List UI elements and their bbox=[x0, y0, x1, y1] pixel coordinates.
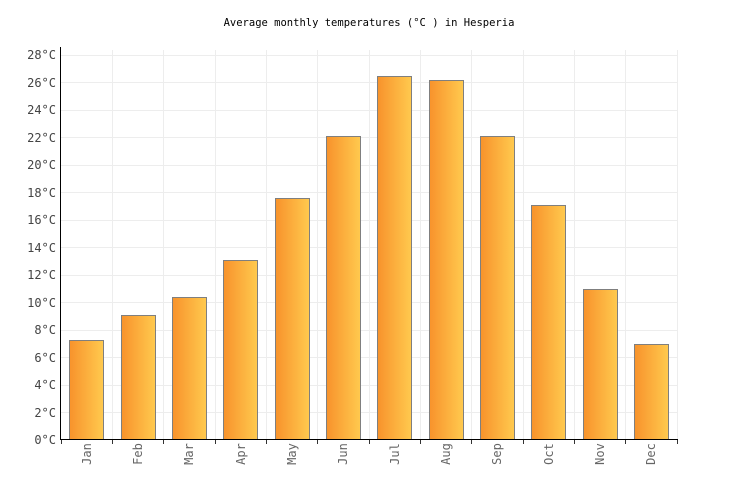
x-tick-label-jul: Jul bbox=[387, 443, 402, 465]
v-gridline-9 bbox=[522, 50, 524, 440]
x-tick-1 bbox=[111, 440, 113, 444]
x-tick-label-oct: Oct bbox=[541, 443, 556, 465]
y-axis-line bbox=[59, 47, 61, 440]
x-tick-5 bbox=[317, 440, 319, 444]
x-label-wrap-mar: Mar bbox=[169, 434, 209, 474]
v-gridline-4 bbox=[265, 50, 267, 440]
y-tick-label-14: 14°C bbox=[27, 240, 56, 255]
x-label-wrap-feb: Feb bbox=[118, 434, 158, 474]
bar-may bbox=[274, 198, 310, 440]
x-tick-label-may: May bbox=[285, 443, 299, 465]
y-tick-label-12: 12°C bbox=[27, 268, 56, 282]
bar-feb bbox=[120, 314, 156, 440]
y-tick-label-8: 8°C bbox=[34, 323, 56, 337]
y-tick-label-20: 20°C bbox=[27, 158, 56, 172]
bar-mar bbox=[171, 297, 207, 440]
x-tick-label-apr: Apr bbox=[233, 443, 248, 465]
x-tick-3 bbox=[214, 440, 216, 444]
bar-sep bbox=[479, 136, 515, 440]
v-gridline-2 bbox=[163, 50, 165, 440]
y-tick-label-26: 26°C bbox=[27, 75, 56, 90]
x-tick-8 bbox=[471, 440, 473, 444]
x-tick-label-jun: Jun bbox=[336, 443, 351, 465]
y-tick-label-2: 2°C bbox=[34, 405, 56, 420]
x-tick-label-dec: Dec bbox=[644, 443, 659, 465]
x-label-wrap-jan: Jan bbox=[67, 434, 107, 474]
bar-nov bbox=[582, 288, 618, 440]
y-tick-label-10: 10°C bbox=[27, 295, 56, 310]
x-label-wrap-may: May bbox=[272, 434, 312, 474]
x-tick-label-nov: Nov bbox=[593, 443, 607, 465]
y-tick-label-24: 24°C bbox=[27, 103, 56, 117]
x-tick-4 bbox=[265, 440, 267, 444]
y-tick-label-22: 22°C bbox=[27, 130, 56, 145]
x-tick-11 bbox=[625, 440, 627, 444]
x-tick-label-feb: Feb bbox=[131, 443, 145, 465]
bar-jan bbox=[69, 339, 105, 440]
v-gridline-11 bbox=[625, 50, 627, 440]
x-tick-label-jan: Jan bbox=[79, 443, 94, 465]
x-label-wrap-sep: Sep bbox=[477, 434, 517, 474]
x-label-wrap-jun: Jun bbox=[323, 434, 363, 474]
x-label-wrap-aug: Aug bbox=[426, 434, 466, 474]
x-tick-10 bbox=[573, 440, 575, 444]
v-gridline-1 bbox=[111, 50, 113, 440]
x-label-wrap-apr: Apr bbox=[221, 434, 261, 474]
x-tick-7 bbox=[419, 440, 421, 444]
chart-title: Average monthly temperatures (°C ) in He… bbox=[223, 17, 515, 29]
v-gridline-3 bbox=[214, 50, 216, 440]
y-tick-label-28: 28°C bbox=[27, 48, 56, 62]
x-axis-line bbox=[59, 438, 678, 440]
x-label-wrap-jul: Jul bbox=[375, 434, 415, 474]
x-tick-2 bbox=[163, 440, 165, 444]
x-tick-label-sep: Sep bbox=[490, 443, 505, 465]
y-tick-label-6: 6°C bbox=[34, 350, 56, 365]
v-gridline-5 bbox=[317, 50, 319, 440]
v-gridline-10 bbox=[573, 50, 575, 440]
v-gridline-8 bbox=[471, 50, 473, 440]
x-label-wrap-nov: Nov bbox=[580, 434, 620, 474]
y-tick-label-16: 16°C bbox=[27, 213, 56, 227]
x-label-wrap-dec: Dec bbox=[631, 434, 671, 474]
x-tick-12 bbox=[676, 440, 678, 444]
x-tick-label-mar: Mar bbox=[182, 443, 197, 465]
v-gridline-12 bbox=[676, 50, 678, 440]
x-tick-6 bbox=[368, 440, 370, 444]
x-tick-label-aug: Aug bbox=[439, 443, 453, 465]
x-tick-0 bbox=[60, 440, 62, 444]
bar-aug bbox=[428, 79, 464, 440]
bar-oct bbox=[531, 204, 567, 440]
plot-area bbox=[61, 50, 678, 440]
y-tick-label-18: 18°C bbox=[27, 185, 56, 200]
v-gridline-7 bbox=[419, 50, 421, 440]
bar-jul bbox=[377, 75, 413, 440]
v-gridline-6 bbox=[368, 50, 370, 440]
bar-apr bbox=[223, 259, 259, 440]
x-label-wrap-oct: Oct bbox=[529, 434, 569, 474]
bar-dec bbox=[633, 343, 669, 440]
y-tick-label-0: 0°C bbox=[34, 433, 56, 447]
y-tick-label-4: 4°C bbox=[34, 378, 56, 392]
bar-jun bbox=[325, 136, 361, 440]
x-tick-9 bbox=[522, 440, 524, 444]
